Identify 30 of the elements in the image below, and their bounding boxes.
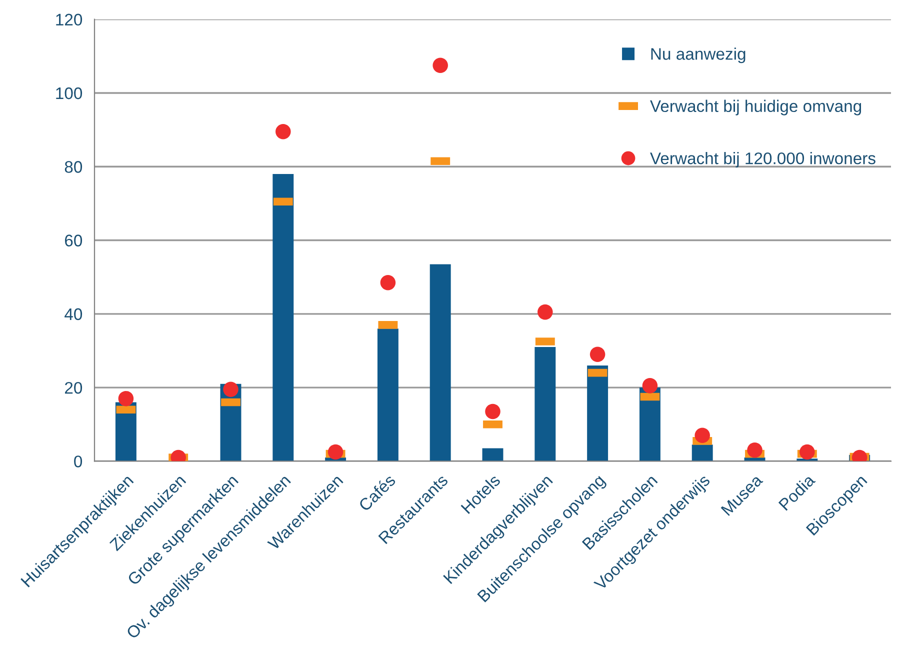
point [380,274,396,290]
bar [430,264,451,462]
bar [587,365,608,462]
bar [692,444,713,462]
y-tick-label: 40 [64,308,82,320]
point [118,390,134,406]
legend-label: Verwacht bij 120.000 inwoners [650,152,876,168]
point [747,442,762,458]
point [276,124,291,140]
y-tick-label: 60 [65,234,82,246]
y-tick-label: 20 [64,382,82,394]
y-tick-label: 100 [56,87,82,100]
bar [534,347,556,462]
point [328,444,344,460]
point [538,304,553,320]
y-tick-label: 80 [64,161,82,173]
point [432,58,448,74]
point [642,378,658,394]
bar [482,448,504,462]
bar [272,174,294,462]
y-tick-label: 0 [74,456,82,468]
point [694,428,710,444]
legend-label: Nu aanwezig [651,48,746,64]
point [223,382,238,398]
legend-label: Verwacht bij huidige omvang [650,100,862,116]
bar [377,328,398,462]
point [590,346,606,362]
y-tick-label: 120 [56,14,82,26]
point [485,404,500,420]
point [800,444,815,460]
